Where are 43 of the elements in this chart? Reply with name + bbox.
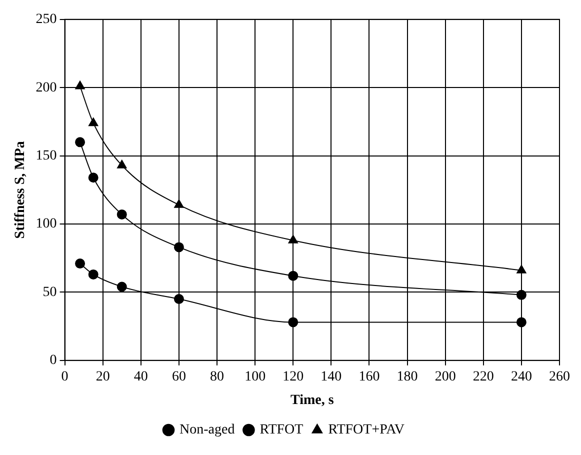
point [75, 80, 85, 90]
point [88, 269, 98, 280]
x-tick-label: 260 [549, 369, 570, 384]
x-tick-label: 40 [134, 369, 148, 384]
y-tick-label: 200 [36, 80, 57, 96]
x-tick-label: 0 [61, 369, 68, 384]
point [116, 209, 127, 220]
x-tick-label: 80 [210, 369, 224, 384]
point [88, 118, 98, 126]
point [88, 172, 98, 183]
legend-label: RTFOT+PAV [328, 422, 405, 438]
x-tick-label: 140 [320, 369, 342, 384]
y-tick-label: 150 [36, 148, 57, 164]
point [288, 234, 298, 244]
point [75, 137, 86, 148]
y-tick-label: 100 [36, 216, 57, 232]
point [516, 290, 526, 300]
x-tick-label: 180 [396, 369, 418, 384]
x-tick-label: 100 [244, 369, 266, 384]
x-axis-title: Time, s [290, 393, 334, 408]
point [288, 317, 298, 328]
point [174, 242, 184, 252]
point [288, 270, 298, 281]
point [117, 160, 127, 168]
y-tick-label: 0 [50, 353, 57, 368]
x-tick-label: 120 [282, 369, 304, 384]
x-tick-label: 220 [472, 369, 494, 384]
legend-label: Non-aged [179, 422, 235, 438]
legend-label: RTFOT [260, 422, 304, 438]
y-tick-label: 50 [42, 284, 57, 300]
point [75, 258, 86, 269]
y-tick-label: 250 [36, 12, 57, 28]
x-tick-label: 240 [510, 369, 532, 384]
point [174, 199, 184, 208]
x-tick-label: 60 [172, 369, 186, 384]
y-axis-title: Stiffness S, MPa [13, 141, 28, 239]
point [174, 294, 184, 304]
point [516, 317, 526, 328]
x-tick-label: 200 [434, 369, 456, 384]
point [116, 282, 127, 292]
point [516, 264, 526, 274]
x-tick-label: 20 [96, 369, 110, 384]
x-tick-label: 160 [358, 369, 380, 384]
